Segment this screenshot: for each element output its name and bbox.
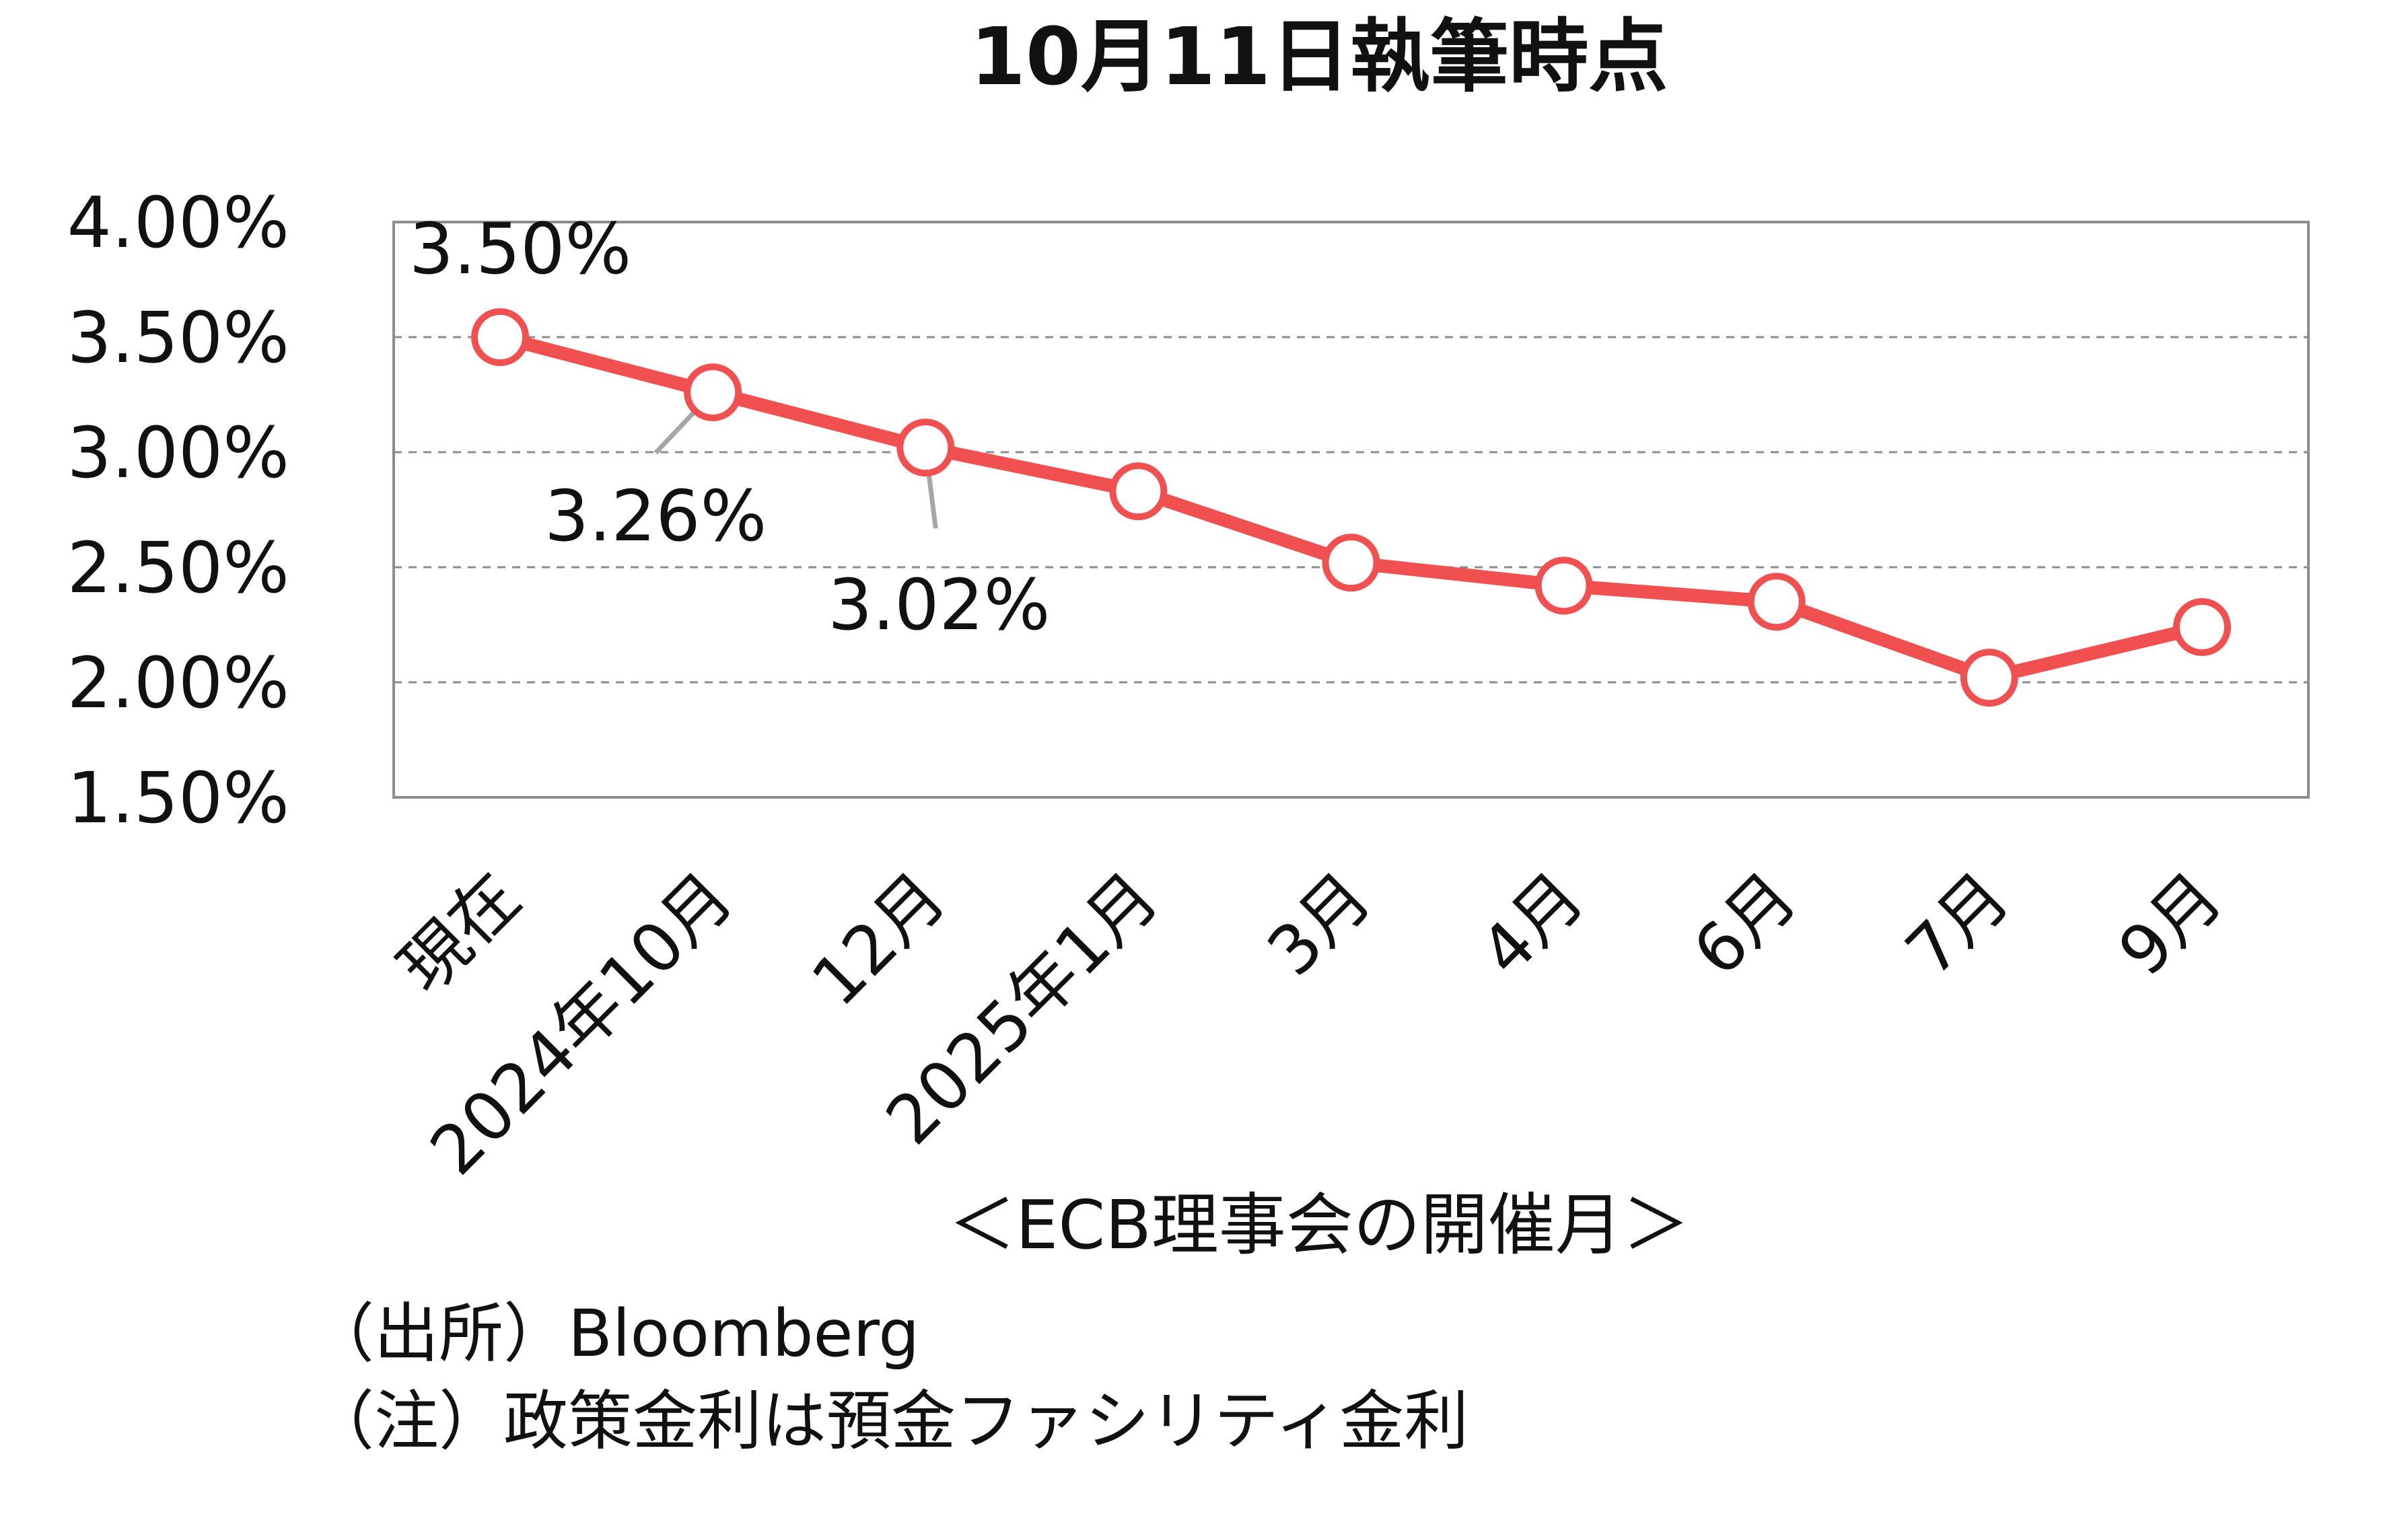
data-label: 3.02% bbox=[828, 564, 1050, 646]
data-point bbox=[1747, 573, 1806, 631]
x-tick-label: 9月 bbox=[2103, 857, 2236, 990]
x-tick-label: 3月 bbox=[1252, 857, 1386, 990]
footnote: （注）政策金利は預金ファシリティ金利 bbox=[310, 1383, 1468, 1459]
data-point bbox=[896, 419, 955, 477]
series bbox=[471, 308, 2231, 707]
data-point bbox=[1534, 556, 1593, 615]
source-note: （出所）Bloomberg bbox=[310, 1296, 919, 1371]
y-tick-label: 3.00% bbox=[67, 412, 289, 494]
data-label: 3.26% bbox=[544, 475, 767, 557]
x-tick-label: 12月 bbox=[797, 857, 960, 1021]
x-tick-label: 7月 bbox=[1890, 857, 2024, 990]
data-point bbox=[1109, 462, 1168, 521]
data-point bbox=[2172, 598, 2231, 656]
y-tick-label: 2.00% bbox=[67, 642, 289, 724]
chart-title: 10月11日執筆時点 bbox=[970, 10, 1668, 103]
x-axis-title: ＜ECB理事会の開催月＞ bbox=[948, 1186, 1690, 1264]
y-axis-ticks: 4.00% 3.50% 3.00% 2.50% 2.00% 1.50% bbox=[67, 182, 289, 839]
data-label: 3.50% bbox=[409, 208, 631, 290]
y-tick-label: 1.50% bbox=[67, 757, 289, 839]
data-point bbox=[471, 308, 530, 366]
x-tick-label: 4月 bbox=[1465, 857, 1598, 990]
y-tick-label: 2.50% bbox=[67, 527, 289, 609]
data-labels: 3.50% 3.26% 3.02% bbox=[409, 208, 1051, 646]
data-point bbox=[1322, 534, 1380, 592]
data-point bbox=[1960, 649, 2018, 707]
y-tick-label: 3.50% bbox=[67, 297, 289, 379]
x-tick-label: 6月 bbox=[1678, 857, 1811, 990]
x-tick-label: 現在 bbox=[384, 857, 535, 1008]
y-tick-label: 4.00% bbox=[67, 182, 289, 264]
data-point bbox=[684, 363, 742, 422]
